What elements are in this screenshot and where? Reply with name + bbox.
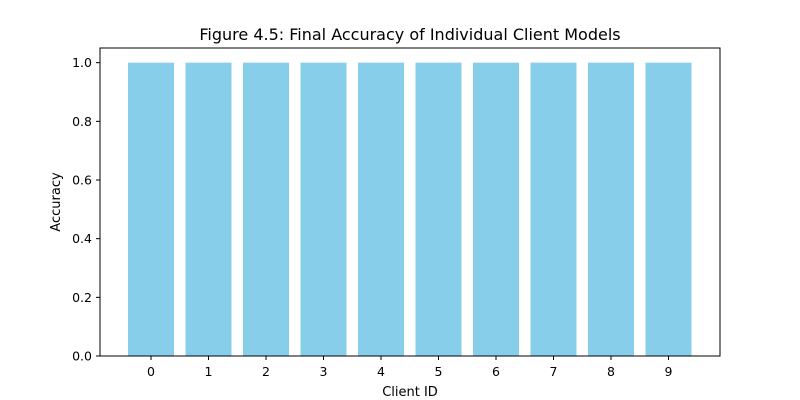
x-tick-label: 1 [205,364,213,379]
bar-client-8 [588,62,634,357]
y-axis-label: Accuracy [49,172,64,232]
plot-frame [99,47,721,357]
x-tick-label: 4 [377,364,385,379]
bar-client-3 [300,62,347,357]
x-axis: 0 1 2 3 4 5 6 7 8 9 [147,356,673,379]
bar-client-2 [243,62,289,357]
bar-client-7 [530,62,577,357]
x-tick-label: 7 [550,364,558,379]
x-tick-label: 0 [147,364,155,379]
chart-title: Figure 4.5: Final Accuracy of Individual… [199,25,620,44]
x-tick-label: 2 [262,364,270,379]
y-tick-label: 0.6 [72,173,92,188]
x-tick-label: 9 [665,364,673,379]
y-tick-label: 0.8 [72,114,92,129]
y-tick-label: 0.0 [72,349,92,364]
bar-client-1 [185,62,232,357]
y-axis: 0.0 0.2 0.4 0.6 0.8 1.0 [72,55,100,364]
x-tick-label: 6 [492,364,500,379]
y-tick-label: 0.2 [72,290,92,305]
bar-client-4 [358,62,404,357]
x-tick-label: 5 [435,364,443,379]
bar-client-9 [645,62,692,357]
x-axis-label: Client ID [382,385,438,400]
y-tick-label: 0.4 [72,231,92,246]
bars-group [128,62,692,357]
y-tick-label: 1.0 [72,55,92,70]
bar-client-5 [415,62,462,357]
x-tick-label: 3 [320,364,328,379]
x-tick-label: 8 [607,364,615,379]
bar-client-6 [473,62,519,357]
bar-client-0 [128,62,174,357]
